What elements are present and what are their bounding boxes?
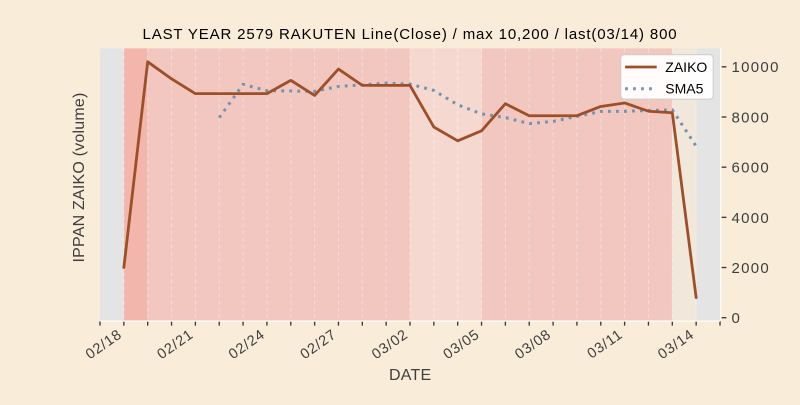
svg-text:8000: 8000 <box>732 109 771 126</box>
svg-text:SMA5: SMA5 <box>665 81 703 97</box>
svg-text:0: 0 <box>732 310 742 327</box>
svg-text:4000: 4000 <box>732 210 771 227</box>
svg-text:2000: 2000 <box>732 260 771 277</box>
svg-text:IPPAN ZAIKO (volume): IPPAN ZAIKO (volume) <box>71 93 88 263</box>
svg-text:DATE: DATE <box>389 367 431 384</box>
svg-text:LAST YEAR 2579 RAKUTEN Line(Cl: LAST YEAR 2579 RAKUTEN Line(Close) / max… <box>143 26 678 43</box>
svg-text:ZAIKO: ZAIKO <box>665 59 707 75</box>
svg-text:6000: 6000 <box>732 160 771 177</box>
svg-text:10000: 10000 <box>732 59 780 76</box>
